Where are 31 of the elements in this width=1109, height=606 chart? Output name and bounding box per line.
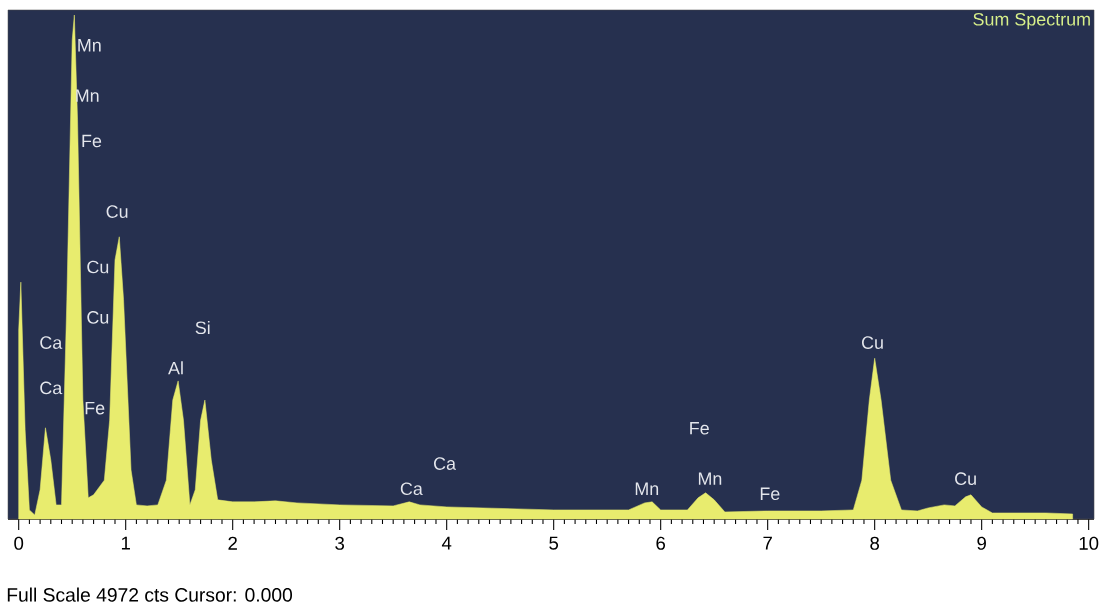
text: Full Scale 4972 cts Cursor: 0.000 xyxy=(7,587,293,602)
annotation: Ca xyxy=(434,457,457,470)
annotation: Ca xyxy=(40,336,63,349)
annotation: Cu xyxy=(87,260,109,274)
x-tick-label: 3 xyxy=(335,536,345,550)
annotation: Cu xyxy=(861,336,883,349)
x-tick-label: 1 xyxy=(121,536,130,550)
annotation: Sum Spectrum xyxy=(973,12,1090,30)
annotation: Fe xyxy=(85,401,105,415)
annotation: Ca xyxy=(40,381,63,395)
x-tick-label: 0 xyxy=(14,536,24,550)
x-tick-label: 9 xyxy=(977,536,986,550)
annotation: Fe xyxy=(760,487,780,501)
annotation: Fe xyxy=(690,422,709,435)
annotation: Al xyxy=(168,361,183,375)
x-tick-label: 5 xyxy=(549,536,559,550)
annotation: Mn xyxy=(698,472,722,485)
annotation: Cu xyxy=(87,311,109,324)
annotation: Mn xyxy=(78,39,101,52)
x-tick-label: 4 xyxy=(441,536,452,550)
x-tick-label: 2 xyxy=(228,536,237,550)
annotation: Ca xyxy=(400,482,423,496)
x-tick-label: 10 xyxy=(1079,536,1099,550)
x-tick-label: 7 xyxy=(763,536,772,550)
annotation: Cu xyxy=(955,472,976,486)
annotation: Mn xyxy=(635,482,659,495)
annotation: Cu xyxy=(106,205,128,218)
x-tick-label: 6 xyxy=(656,536,666,550)
annotation: Si xyxy=(195,320,210,335)
x-tick-label: 8 xyxy=(870,536,880,550)
annotation: Fe xyxy=(82,134,102,148)
